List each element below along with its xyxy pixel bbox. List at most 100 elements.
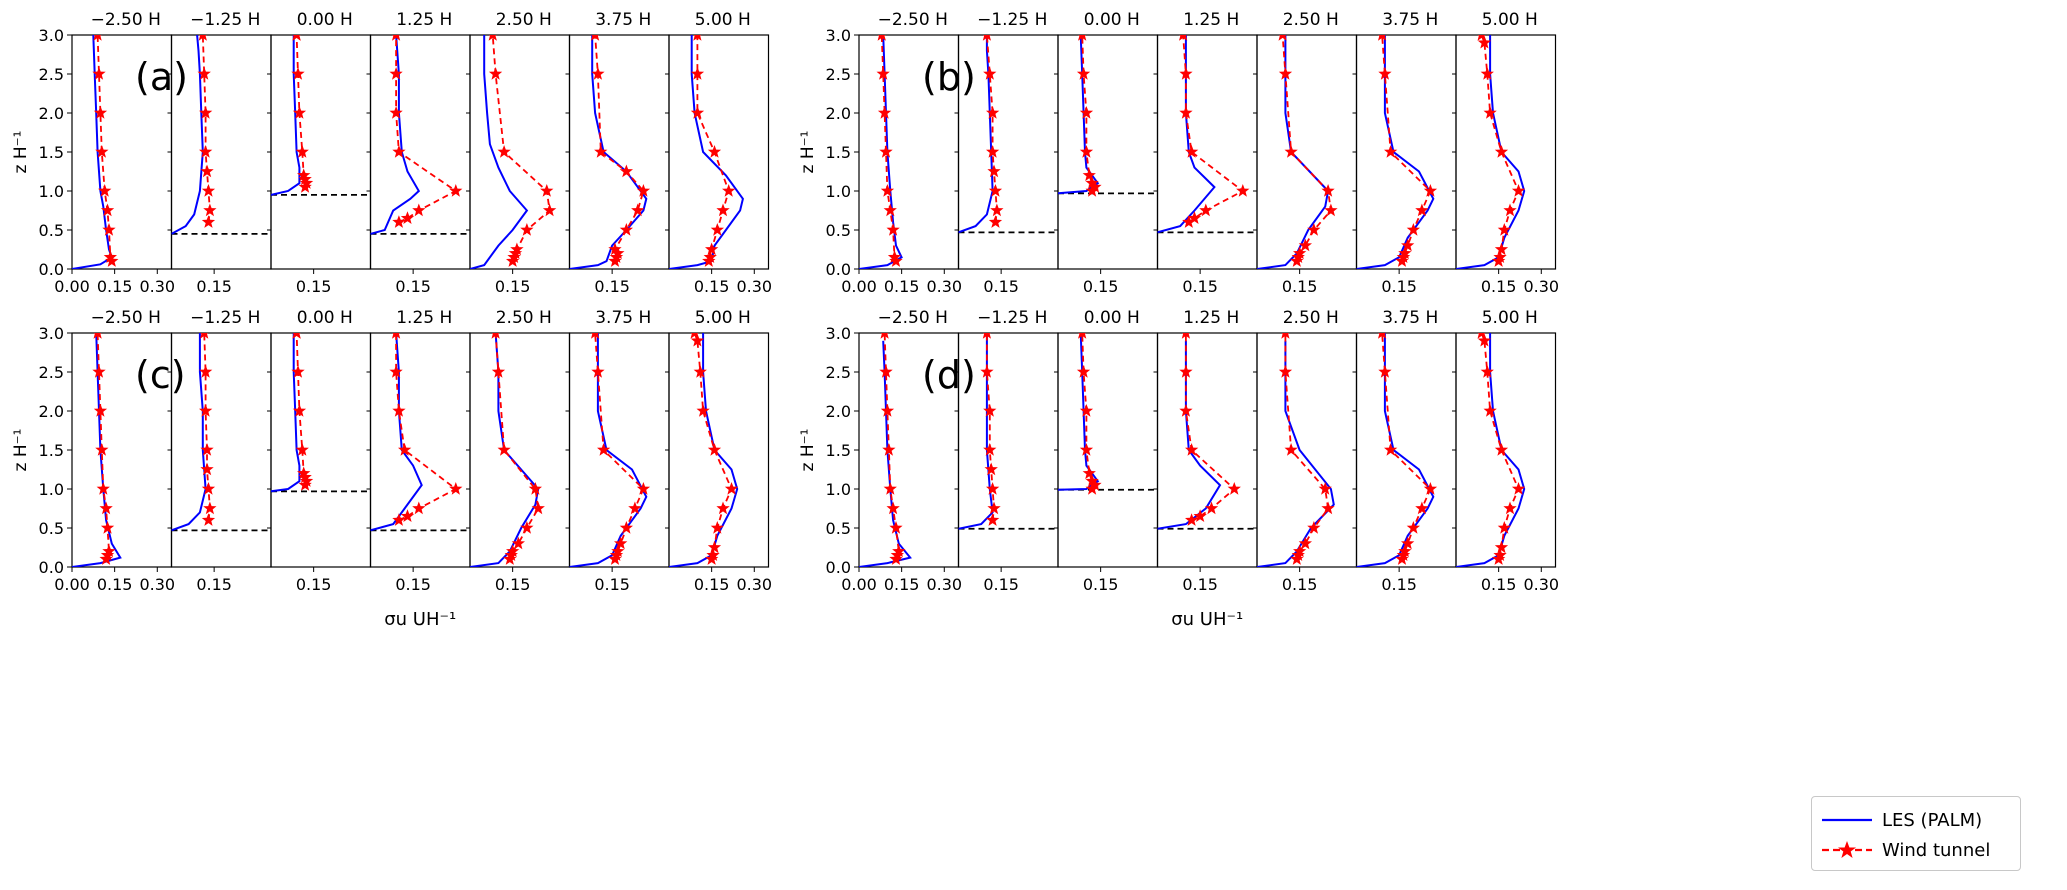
y-axis-label: z H⁻¹ (11, 429, 31, 472)
wind-tunnel-series-line (1281, 35, 1332, 262)
subplot-frame (668, 34, 770, 270)
subplot-plot-area (669, 35, 744, 269)
y-tick-label: 1.5 (826, 441, 851, 460)
wind-tunnel-point (1078, 35, 1087, 41)
subplot-title: 5.00 H (695, 10, 751, 30)
y-axis-label: z H⁻¹ (798, 429, 818, 472)
subplot-plot-area (1356, 35, 1438, 269)
y-tick-label: 2.5 (826, 65, 851, 84)
subplot-5: 2.50 H 0.15 (466, 10, 571, 296)
y-tick-label: 0.5 (39, 519, 64, 538)
wind-tunnel-point (1415, 501, 1429, 515)
wind-tunnel-point (1204, 501, 1219, 515)
wind-tunnel-point (710, 223, 724, 236)
wind-tunnel-point (449, 184, 463, 197)
x-tick-label: 0.15 (1182, 277, 1218, 296)
wind-tunnel-point (1423, 482, 1438, 495)
x-tick-label: 0.15 (97, 277, 133, 296)
wind-tunnel-point (988, 215, 1003, 228)
y-tick-label: 0.5 (826, 519, 851, 538)
subplot-title: 2.50 H (496, 308, 552, 328)
legend-wind-tunnel-label: Wind tunnel (1882, 840, 1991, 861)
wind-tunnel-point (1278, 365, 1293, 378)
subplot-plot-area (569, 35, 651, 269)
wind-tunnel-point (879, 365, 893, 378)
x-tick-label: 0.15 (97, 575, 133, 594)
les-series-line (470, 35, 529, 269)
subplot-title: 0.00 H (297, 10, 353, 30)
wind-tunnel-point (197, 67, 211, 80)
y-tick-label: 2.5 (826, 363, 851, 382)
y-tick-label: 0.0 (39, 558, 64, 577)
wind-tunnel-point (636, 184, 651, 197)
x-axis-label: σu UH⁻¹ (384, 609, 456, 630)
wind-tunnel-point (1324, 203, 1338, 217)
wind-tunnel-point (619, 521, 633, 534)
wind-tunnel-point (292, 106, 307, 119)
wind-tunnel-point (392, 513, 406, 526)
wind-tunnel-point (892, 544, 906, 558)
wind-tunnel-point (716, 203, 730, 217)
subplot-7: 5.00 H 0.15 0.30 (665, 10, 772, 296)
wind-tunnel-point (199, 404, 213, 417)
subplot-title: 3.75 H (1382, 308, 1438, 328)
legend-wind-tunnel-swatch (1822, 841, 1872, 858)
x-tick-label: 0.15 (1282, 277, 1318, 296)
subplot-1: −2.50 H 0.00 0.15 0.30 (54, 10, 175, 296)
subplot-title: 5.00 H (695, 308, 751, 328)
x-tick-label: 0.15 (395, 277, 431, 296)
subplot-5: 2.50 H 0.15 (1253, 308, 1358, 594)
wind-tunnel-point (540, 184, 554, 197)
x-tick-label: 0.15 (884, 277, 920, 296)
wind-tunnel-point (707, 145, 722, 158)
wind-tunnel-point (1307, 521, 1321, 534)
wind-tunnel-point (1511, 482, 1526, 495)
x-tick-label: 0.15 (1282, 575, 1318, 594)
wind-tunnel-point (392, 404, 406, 417)
subplot-2: −1.25 H 0.15 (167, 10, 272, 296)
subplot-frame (1057, 332, 1159, 568)
x-tick-label: 0.15 (1083, 575, 1119, 594)
wind-tunnel-point (1179, 67, 1193, 80)
wind-tunnel-point (1284, 145, 1298, 158)
wind-tunnel-series-line (1185, 333, 1236, 522)
wind-tunnel-point (203, 501, 217, 515)
subplot-7: 5.00 H 0.15 0.30 (665, 308, 772, 594)
wind-tunnel-point (1078, 333, 1087, 339)
subplot-frame (568, 34, 670, 270)
subplot-plot-area (72, 35, 119, 269)
subplot-plot-area (72, 333, 122, 567)
wind-tunnel-point (1483, 404, 1497, 417)
wind-tunnel-point (1398, 544, 1412, 558)
subplot-frame (270, 34, 372, 270)
wind-tunnel-point (883, 482, 897, 495)
wind-tunnel-point (203, 203, 217, 217)
x-tick-label: 0.15 (1381, 277, 1417, 296)
subplot-title: −2.50 H (878, 10, 948, 30)
subplot-plot-area (271, 35, 371, 196)
subplot-1: −2.50 H 0.00 0.15 0.30 (841, 308, 962, 594)
wind-tunnel-point (1493, 250, 1507, 263)
wind-tunnel-point (987, 501, 1001, 515)
y-tick-label: 0.0 (826, 558, 851, 577)
y-tick-label: 0.5 (39, 221, 64, 240)
wind-tunnel-point (1298, 536, 1312, 550)
subplot-title: 3.75 H (595, 308, 651, 328)
wind-tunnel-point (1079, 106, 1094, 119)
wind-tunnel-point (690, 333, 699, 339)
y-tick-label: 1.0 (39, 480, 64, 499)
subplot-1: −2.50 H 0.00 0.15 0.30 (841, 10, 962, 296)
y-tick-label: 2.0 (826, 104, 851, 123)
subplot-plot-area (1058, 35, 1158, 197)
x-tick-label: 0.15 (296, 277, 332, 296)
wind-tunnel-point (488, 67, 503, 80)
wind-tunnel-point (882, 443, 896, 456)
wind-tunnel-point (619, 164, 633, 178)
les-series-line (1356, 333, 1435, 567)
x-tick-label: 0.15 (296, 575, 332, 594)
panel-label: (b) (922, 55, 976, 99)
wind-tunnel-point (1227, 482, 1241, 495)
x-tick-label: 0.15 (694, 277, 730, 296)
wind-tunnel-point (400, 211, 415, 224)
subplot-plot-area (859, 333, 912, 567)
